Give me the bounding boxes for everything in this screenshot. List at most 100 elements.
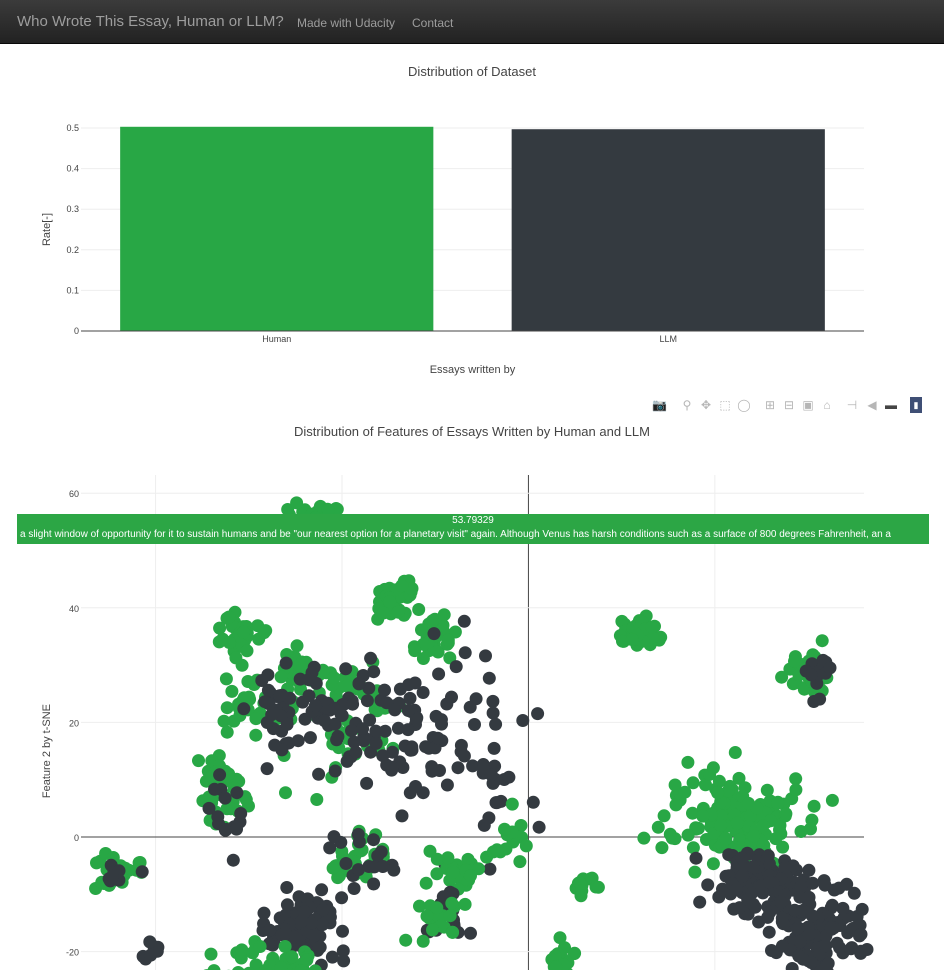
point-human	[651, 820, 665, 834]
pan-icon[interactable]: ✥	[700, 398, 712, 412]
plotly-logo-icon[interactable]: ▮	[910, 397, 922, 413]
point-llm	[328, 717, 342, 731]
hover-text: a slight window of opportunity for it to…	[20, 529, 891, 540]
lasso-icon[interactable]: ◯	[737, 398, 751, 412]
point-llm	[792, 949, 806, 963]
point-llm	[736, 869, 749, 883]
point-llm	[733, 901, 747, 915]
point-llm	[313, 940, 327, 954]
point-human	[416, 934, 430, 948]
point-llm	[230, 822, 243, 836]
nav-link-contact[interactable]: Contact	[412, 16, 454, 30]
point-llm	[327, 830, 341, 844]
point-llm	[489, 796, 503, 810]
point-human	[222, 610, 236, 624]
point-llm	[336, 944, 350, 958]
point-llm	[351, 863, 365, 877]
spike-lines-icon[interactable]: ⊣	[846, 398, 858, 412]
point-llm	[367, 833, 380, 847]
box-select-icon[interactable]: ⬚	[719, 398, 731, 412]
point-human	[443, 909, 457, 923]
point-llm	[486, 706, 500, 720]
point-llm	[261, 683, 275, 697]
point-llm	[825, 898, 839, 912]
point-human	[505, 797, 519, 811]
point-human	[213, 621, 227, 635]
navbar: Who Wrote This Essay, Human or LLM? Made…	[0, 0, 944, 44]
point-llm	[785, 962, 799, 970]
point-llm	[689, 851, 703, 865]
point-llm	[487, 741, 501, 755]
hover-compare-icon[interactable]: ▬	[885, 398, 897, 412]
navbar-brand[interactable]: Who Wrote This Essay, Human or LLM?	[17, 13, 284, 30]
point-llm	[445, 690, 458, 704]
zoom-in-icon[interactable]: ⊞	[764, 398, 776, 412]
point-llm	[345, 724, 358, 738]
point-human	[259, 624, 273, 638]
point-llm	[280, 881, 294, 894]
point-human	[300, 953, 314, 967]
point-llm	[347, 882, 361, 895]
point-llm	[347, 735, 361, 749]
point-llm	[819, 960, 833, 970]
zoom-out-icon[interactable]: ⊟	[783, 398, 795, 412]
point-human	[240, 644, 254, 658]
bar-human	[120, 126, 434, 331]
point-llm	[531, 707, 545, 721]
point-llm	[308, 699, 322, 713]
point-llm	[376, 749, 390, 763]
point-human	[437, 608, 451, 622]
point-human	[327, 671, 341, 685]
camera-icon[interactable]: 📷	[652, 398, 667, 412]
bar-y-axis-title: Rate[-]	[41, 213, 53, 246]
point-human	[730, 816, 744, 830]
point-llm	[374, 845, 388, 859]
point-llm	[479, 649, 492, 663]
scatter-ytick-label: 60	[69, 489, 79, 499]
point-human	[217, 714, 231, 728]
point-human	[686, 776, 700, 790]
scatter-chart: 60 40 20 0 -20 Feature 2 by t-SNE	[41, 475, 874, 970]
point-llm	[362, 681, 376, 695]
point-human	[430, 867, 444, 881]
point-human	[699, 778, 712, 792]
point-human	[229, 651, 243, 665]
point-llm	[316, 903, 330, 917]
point-human	[235, 943, 249, 957]
point-llm	[735, 851, 749, 865]
point-llm	[405, 743, 419, 757]
point-human	[253, 940, 267, 953]
autoscale-icon[interactable]: ▣	[802, 398, 814, 412]
point-llm	[788, 903, 802, 917]
point-llm	[434, 713, 448, 727]
zoom-icon[interactable]: ⚲	[682, 398, 692, 412]
point-llm	[265, 708, 279, 722]
point-llm	[364, 651, 378, 665]
point-human	[747, 829, 761, 843]
point-human	[771, 796, 785, 810]
point-human	[370, 704, 384, 718]
point-human	[696, 809, 710, 823]
point-human	[290, 639, 304, 653]
point-human	[308, 964, 322, 970]
point-llm	[263, 923, 277, 937]
point-human	[756, 819, 770, 833]
point-human	[779, 807, 793, 821]
reset-axes-icon[interactable]: ⌂	[823, 398, 831, 412]
point-human	[278, 940, 292, 953]
point-llm	[378, 724, 392, 738]
point-llm	[211, 810, 225, 824]
point-human	[204, 947, 218, 961]
point-human	[274, 961, 288, 970]
point-llm	[483, 862, 497, 876]
nav-link-made-with-udacity[interactable]: Made with Udacity	[297, 16, 396, 30]
point-human	[90, 856, 103, 870]
hover-closest-icon[interactable]: ◀	[867, 398, 877, 412]
point-human	[441, 851, 455, 865]
point-llm	[855, 902, 869, 916]
bar-xtick-label: Human	[262, 334, 291, 344]
point-llm	[813, 692, 827, 706]
scatter-chart-title: Distribution of Features of Essays Writt…	[294, 424, 650, 439]
point-llm	[336, 924, 349, 938]
point-human	[446, 865, 460, 879]
